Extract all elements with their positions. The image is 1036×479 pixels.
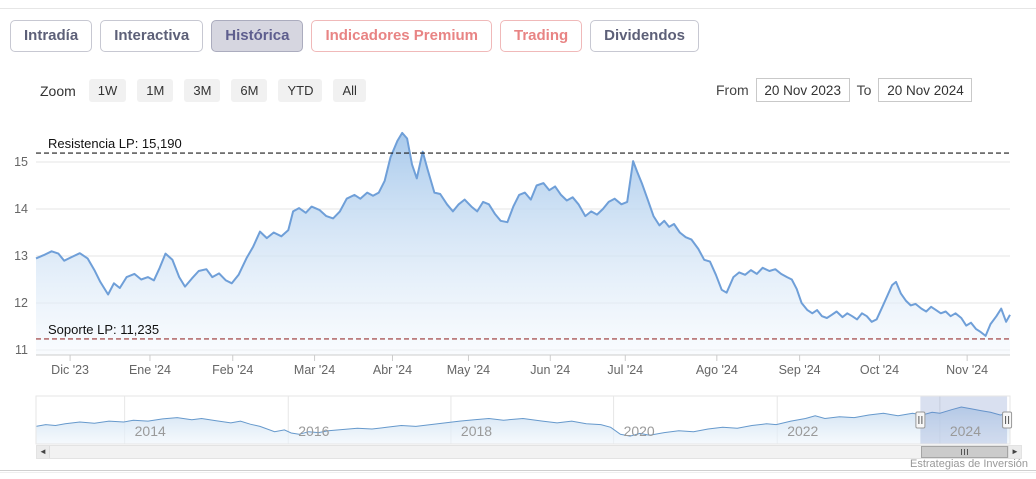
y-axis-tick-label: 13 bbox=[14, 249, 28, 263]
x-axis-tick-label: Jul '24 bbox=[607, 363, 643, 377]
scrollbar-right-arrow-icon[interactable]: ► bbox=[1008, 446, 1021, 458]
zoom-button-6m[interactable]: 6M bbox=[231, 79, 268, 102]
tab-indicadores-premium[interactable]: Indicadores Premium bbox=[311, 20, 492, 52]
chart-view-tabs: Intradía Interactiva Histórica Indicadores … bbox=[10, 20, 700, 52]
nav-selected-range[interactable] bbox=[920, 396, 1008, 444]
nav-year-label: 2022 bbox=[787, 423, 818, 439]
price-area-fill bbox=[36, 132, 1010, 355]
tab-trading[interactable]: Trading bbox=[500, 20, 583, 52]
handle-body[interactable] bbox=[915, 411, 926, 429]
x-axis-tick-label: Ago '24 bbox=[696, 363, 738, 377]
zoom-label: Zoom bbox=[40, 82, 76, 99]
x-axis-tick-label: Feb '24 bbox=[212, 363, 253, 377]
nav-year-label: 2024 bbox=[950, 423, 981, 439]
handle-body[interactable] bbox=[1002, 411, 1013, 429]
resistencia-lp-label: Resistencia LP: 15,190 bbox=[48, 136, 182, 151]
scrollbar-left-arrow-icon[interactable]: ◄ bbox=[37, 446, 50, 458]
x-axis-tick-label: Nov '24 bbox=[946, 363, 988, 377]
scrollbar-thumb[interactable] bbox=[921, 446, 1008, 458]
x-axis-tick-label: Jun '24 bbox=[530, 363, 570, 377]
price-chart[interactable]: 11 12 13 14 15 Resistencia LP: 15,190 Soporte … bbox=[0, 112, 1036, 380]
nav-area-fill bbox=[36, 407, 1010, 444]
tab-hist-rica[interactable]: Histórica bbox=[211, 20, 304, 52]
thumb-grip-icon bbox=[967, 449, 968, 455]
x-axis-tick-label: Dic '23 bbox=[51, 363, 89, 377]
zoom-button-all[interactable]: All bbox=[333, 79, 366, 102]
y-axis-tick-label: 11 bbox=[15, 343, 28, 357]
tab-intrad-a[interactable]: Intradía bbox=[10, 20, 93, 52]
bottom-divider bbox=[0, 470, 1036, 471]
date-range-controls: From To bbox=[716, 78, 973, 102]
zoom-button-3m[interactable]: 3M bbox=[184, 79, 221, 102]
x-axis-tick-label: May '24 bbox=[447, 363, 490, 377]
bottom-divider-shadow bbox=[0, 472, 1036, 473]
zoom-button-1w[interactable]: 1W bbox=[88, 79, 127, 102]
to-label: To bbox=[856, 82, 872, 98]
x-axis-tick-label: Mar '24 bbox=[294, 363, 335, 377]
x-axis-tick-label: Oct '24 bbox=[860, 363, 899, 377]
nav-left-handle[interactable] bbox=[915, 411, 926, 429]
tab-dividendos[interactable]: Dividendos bbox=[590, 20, 700, 52]
x-axis-tick-label: Sep '24 bbox=[779, 363, 821, 377]
zoom-range-toolbar: Zoom 1W 1M 3M 6M YTD All bbox=[40, 79, 366, 102]
soporte-lp-label: Soporte LP: 11,235 bbox=[48, 322, 159, 337]
x-axis-tick-label: Abr '24 bbox=[373, 363, 412, 377]
provider-credit: Estrategias de Inversión bbox=[909, 458, 1028, 470]
from-label: From bbox=[716, 82, 749, 98]
top-divider bbox=[0, 8, 1036, 9]
navigator-chart[interactable]: 2014 2016 2018 2020 2022 2024 bbox=[0, 395, 1036, 445]
thumb-grip-icon bbox=[964, 449, 965, 455]
zoom-button-ytd[interactable]: YTD bbox=[278, 79, 323, 102]
price-line bbox=[35, 131, 1011, 337]
nav-year-label: 2018 bbox=[461, 423, 492, 439]
nav-year-label: 2016 bbox=[298, 423, 329, 439]
zoom-buttons-group: 1W 1M 3M 6M YTD All bbox=[88, 79, 366, 102]
zoom-button-1m[interactable]: 1M bbox=[137, 79, 174, 102]
to-date-input[interactable] bbox=[878, 78, 973, 102]
y-axis-tick-label: 15 bbox=[14, 155, 28, 169]
navigator-scrollbar[interactable]: ◄ ► bbox=[36, 445, 1022, 459]
nav-right-handle[interactable] bbox=[1002, 411, 1013, 429]
nav-year-label: 2014 bbox=[135, 423, 166, 439]
tab-interactiva[interactable]: Interactiva bbox=[100, 20, 204, 52]
x-axis-tick-label: Ene '24 bbox=[129, 363, 171, 377]
y-axis-tick-label: 14 bbox=[14, 202, 28, 216]
y-axis-tick-label: 12 bbox=[14, 296, 28, 310]
nav-line bbox=[35, 406, 1011, 437]
thumb-grip-icon bbox=[961, 449, 962, 455]
from-date-input[interactable] bbox=[755, 78, 850, 102]
nav-year-label: 2020 bbox=[624, 423, 655, 439]
